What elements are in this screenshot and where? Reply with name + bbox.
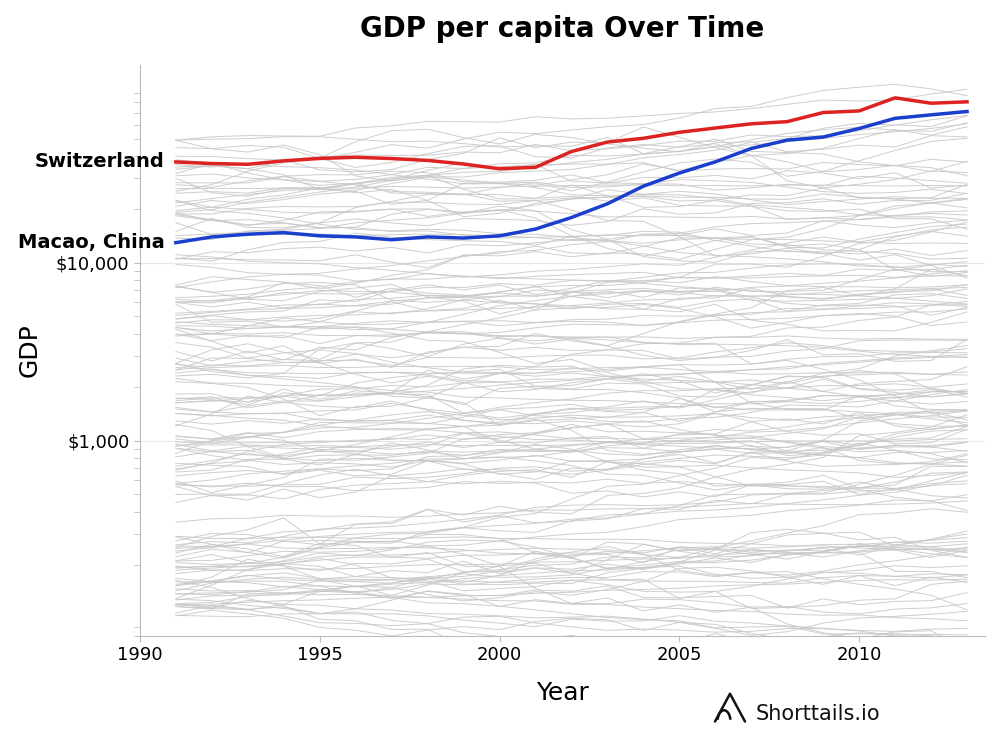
Title: GDP per capita Over Time: GDP per capita Over Time bbox=[360, 15, 765, 43]
Text: Switzerland: Switzerland bbox=[35, 152, 165, 172]
Text: Shorttails.io: Shorttails.io bbox=[755, 704, 880, 724]
X-axis label: Year: Year bbox=[536, 681, 589, 705]
Text: Macao, China: Macao, China bbox=[18, 233, 165, 252]
Y-axis label: GDP: GDP bbox=[18, 323, 42, 377]
